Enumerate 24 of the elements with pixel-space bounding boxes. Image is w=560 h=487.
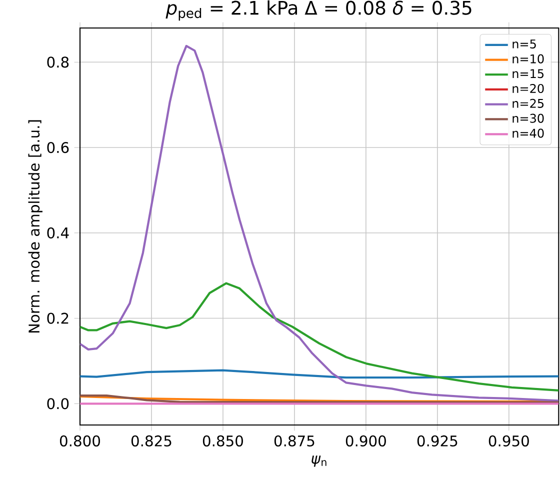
y-tick-label: 0.6 [47,142,69,154]
x-tick-label: 0.825 [131,435,172,446]
y-tick-label: 0.4 [47,227,69,238]
legend-label: n=10 [512,54,544,64]
y-axis-title: Norm. mode amplitude [a.u.] [28,120,42,333]
legend-label: n=30 [512,114,544,123]
x-axis-title: ψ$_{n}$ [312,456,326,467]
line-series [80,369,559,379]
x-tick-label: 0.850 [202,435,243,446]
legend-label: n=40 [512,128,544,138]
legend-label: n=15 [512,69,544,78]
line-series [80,282,559,392]
x-tick-label: 0.900 [346,435,386,446]
legend-label: n=25 [512,98,544,108]
legend-label: n=5 [512,40,536,48]
y-tick-label: 0.8 [47,56,69,68]
x-tick-label: 0.925 [417,435,458,446]
x-tick-label: 0.800 [60,435,100,446]
legend-label: n=20 [512,84,544,94]
x-tick-label: 0.950 [488,435,529,446]
y-tick-label: 0.0 [47,398,69,410]
x-tick-label: 0.875 [274,435,314,446]
chart-title: p$_{ped}$ = 2.1 kPa Δ = 0.08 δ = 0.35 [166,0,472,21]
y-tick-label: 0.2 [47,312,68,324]
